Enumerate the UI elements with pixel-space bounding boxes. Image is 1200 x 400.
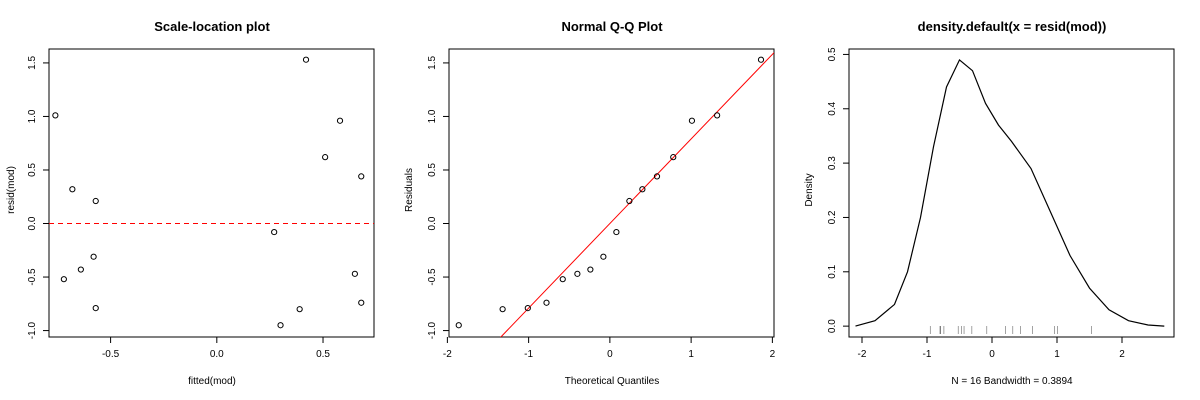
data-point bbox=[92, 197, 99, 205]
y-axis-label: Residuals bbox=[404, 168, 415, 212]
y-tick-label: 0.2 bbox=[827, 210, 838, 224]
y-tick-label: 0.0 bbox=[827, 319, 838, 333]
data-point bbox=[302, 56, 310, 63]
panel-scale-location: Scale-location plot fitted(mod) resid(mo… bbox=[6, 19, 375, 387]
plot-marks: -0.5 0.0 0.5 -1.0 -0.5 0.0 0.5 1.0 1.5 bbox=[27, 56, 374, 360]
data-point bbox=[336, 117, 344, 124]
plot-frame bbox=[48, 48, 375, 338]
plot-frame bbox=[448, 48, 775, 338]
data-point bbox=[52, 112, 59, 119]
x-tick-label: -0.5 bbox=[102, 349, 120, 360]
x-tick-label: 0 bbox=[607, 349, 613, 360]
y-tick-label: 1.0 bbox=[427, 109, 438, 123]
data-point bbox=[322, 154, 329, 161]
data-point bbox=[524, 304, 531, 312]
data-point bbox=[351, 270, 358, 277]
chart-title: density.default(x = resid(mod)) bbox=[918, 19, 1107, 34]
data-point bbox=[60, 276, 67, 283]
x-tick-label: 1 bbox=[1054, 349, 1060, 360]
x-tick-label: -1 bbox=[923, 349, 932, 360]
y-axis-label: resid(mod) bbox=[6, 166, 17, 214]
reference-line bbox=[500, 52, 774, 337]
data-point bbox=[688, 117, 696, 124]
data-point bbox=[543, 299, 550, 306]
y-tick-label: -0.5 bbox=[427, 268, 438, 286]
x-axis-label: N = 16 Bandwidth = 0.3894 bbox=[951, 376, 1073, 387]
data-point bbox=[613, 228, 620, 236]
y-tick-label: 0.5 bbox=[427, 163, 438, 177]
data-point bbox=[757, 56, 765, 63]
panel-qq-plot: Normal Q-Q Plot Theoretical Quantiles Re… bbox=[404, 19, 776, 387]
density-curve bbox=[855, 58, 1165, 327]
y-tick-label: 0.1 bbox=[827, 264, 838, 278]
y-tick-label: -1.0 bbox=[27, 322, 38, 340]
y-tick-label: 1.5 bbox=[27, 56, 38, 70]
x-axis-label: fitted(mod) bbox=[188, 376, 236, 387]
data-point bbox=[77, 266, 84, 273]
y-tick-label: -0.5 bbox=[27, 268, 38, 286]
data-point bbox=[714, 112, 721, 119]
data-point bbox=[358, 173, 365, 180]
data-point bbox=[92, 304, 99, 312]
y-tick-label: 0.5 bbox=[827, 47, 838, 61]
chart-title: Scale-location plot bbox=[154, 19, 270, 34]
data-point bbox=[559, 276, 566, 283]
y-tick-label: 0.4 bbox=[827, 101, 838, 115]
data-point bbox=[90, 253, 97, 260]
y-tick-label: 1.5 bbox=[427, 56, 438, 70]
x-tick-label: -2 bbox=[443, 349, 452, 360]
data-point bbox=[271, 228, 278, 236]
data-point bbox=[600, 253, 607, 260]
plot-frame bbox=[848, 48, 1175, 338]
x-axis-label: Theoretical Quantiles bbox=[565, 376, 660, 387]
plot-marks: -2 -1 0 1 2 0.0 0.1 0.2 0.3 0.4 0.5 bbox=[827, 47, 1165, 360]
y-axis-label: Density bbox=[804, 173, 815, 206]
y-tick-label: 0.3 bbox=[827, 156, 838, 170]
y-tick-label: 1.0 bbox=[27, 109, 38, 123]
x-tick-label: 2 bbox=[1119, 349, 1125, 360]
data-point bbox=[499, 306, 506, 313]
data-point bbox=[277, 322, 284, 329]
y-tick-label: -1.0 bbox=[427, 322, 438, 340]
data-point bbox=[296, 306, 303, 313]
data-point bbox=[455, 322, 462, 329]
x-tick-label: 0.0 bbox=[210, 349, 224, 360]
x-tick-label: 2 bbox=[770, 349, 776, 360]
x-tick-label: -2 bbox=[858, 349, 867, 360]
y-tick-label: 0.0 bbox=[427, 216, 438, 230]
data-point bbox=[69, 186, 76, 193]
plot-marks: -2 -1 0 1 2 -1.0 -0.5 0.0 0.5 1.0 1.5 bbox=[427, 52, 776, 360]
x-tick-label: -1 bbox=[524, 349, 533, 360]
chart-title: Normal Q-Q Plot bbox=[561, 19, 663, 34]
panel-density: density.default(x = resid(mod)) N = 16 B… bbox=[804, 19, 1175, 387]
data-point bbox=[653, 173, 661, 180]
data-point bbox=[574, 270, 581, 277]
data-point bbox=[639, 186, 646, 193]
data-point bbox=[587, 266, 594, 273]
y-tick-label: 0.5 bbox=[27, 163, 38, 177]
x-tick-label: 0.5 bbox=[316, 349, 330, 360]
data-point bbox=[358, 299, 365, 306]
data-point bbox=[626, 197, 633, 205]
x-tick-label: 0 bbox=[989, 349, 995, 360]
x-tick-label: 1 bbox=[688, 349, 694, 360]
y-tick-label: 0.0 bbox=[27, 216, 38, 230]
data-point bbox=[670, 154, 677, 161]
